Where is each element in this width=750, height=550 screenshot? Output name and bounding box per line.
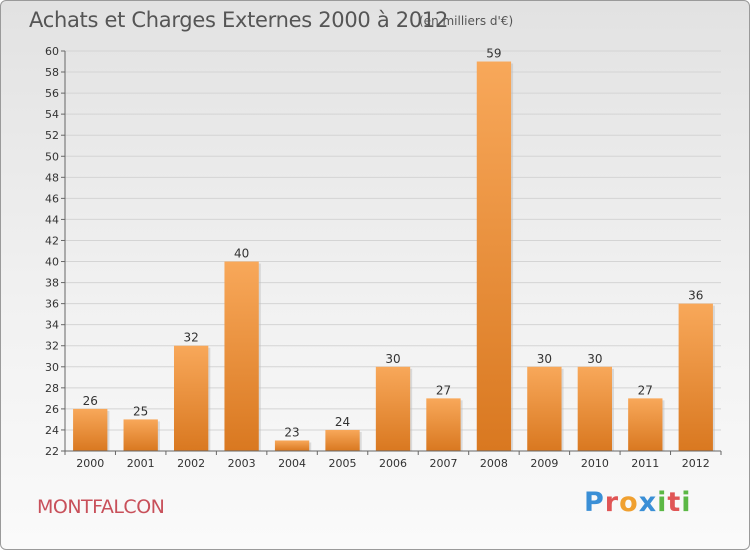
logo-letter: t <box>667 487 682 518</box>
logo-letter: P <box>584 487 605 518</box>
bar <box>325 429 360 451</box>
logo-letter: x <box>638 487 658 518</box>
y-tick-label: 32 <box>45 340 59 353</box>
bar-value-label: 23 <box>284 425 299 439</box>
bar-value-label: 24 <box>335 415 350 429</box>
bar <box>375 366 411 451</box>
x-tick-label: 2009 <box>530 457 558 470</box>
town-name: MONTFALCON <box>37 496 165 518</box>
y-tick-label: 24 <box>45 424 59 437</box>
y-tick-label: 22 <box>45 445 59 458</box>
y-tick-label: 26 <box>45 403 59 416</box>
bar-value-label: 40 <box>234 247 249 261</box>
logo-letter: i <box>657 487 668 518</box>
y-tick-label: 36 <box>45 298 59 311</box>
bar-value-label: 32 <box>184 331 199 345</box>
bar <box>426 398 461 451</box>
bar <box>173 345 209 451</box>
bar-value-label: 30 <box>587 352 602 366</box>
y-tick-label: 52 <box>45 129 59 142</box>
logo-letter: o <box>619 487 639 518</box>
bar-value-label: 27 <box>638 383 653 397</box>
y-tick-label: 60 <box>45 45 59 58</box>
y-tick-label: 44 <box>45 213 59 226</box>
bar <box>527 366 562 451</box>
y-tick-label: 42 <box>45 234 59 247</box>
x-tick-label: 2008 <box>480 457 508 470</box>
y-tick-label: 30 <box>45 361 59 374</box>
bar <box>123 419 158 451</box>
y-tick-label: 38 <box>45 277 59 290</box>
bar <box>274 440 310 451</box>
x-tick-label: 2005 <box>329 457 357 470</box>
y-tick-label: 48 <box>45 171 59 184</box>
chart-title: Achats et Charges Externes 2000 à 2012 <box>29 8 449 32</box>
bar <box>678 303 713 451</box>
bar-value-label: 59 <box>486 47 501 61</box>
y-tick-label: 40 <box>45 256 59 269</box>
x-tick-label: 2001 <box>127 457 155 470</box>
bar-value-label: 27 <box>436 383 451 397</box>
x-tick-label: 2000 <box>76 457 104 470</box>
bar-value-label: 30 <box>385 352 400 366</box>
bar <box>224 261 259 451</box>
y-tick-label: 50 <box>45 150 59 163</box>
bar <box>476 61 512 452</box>
bar-value-label: 26 <box>83 394 98 408</box>
bar-value-label: 36 <box>688 289 703 303</box>
y-tick-label: 34 <box>45 319 59 332</box>
x-tick-label: 2011 <box>631 457 659 470</box>
x-tick-label: 2012 <box>682 457 710 470</box>
bar <box>577 366 613 451</box>
y-tick-label: 56 <box>45 87 59 100</box>
x-axis-ticks: 2000 2001 2002 2003 2004 2005 2006 2007 2008 2009… <box>64 451 722 470</box>
logo-letter: i <box>681 487 692 518</box>
x-tick-label: 2010 <box>581 457 609 470</box>
bar <box>73 408 108 451</box>
axes <box>64 51 721 452</box>
chart-subtitle: (en milliers d'€) <box>419 14 514 28</box>
logo-letter: r <box>604 487 620 518</box>
x-tick-label: 2002 <box>177 457 205 470</box>
bars <box>73 61 715 452</box>
bar-value-labels: 26 25 32 40 23 24 30 27 59 30 30 27 36 <box>83 47 704 440</box>
y-tick-label: 46 <box>45 192 59 205</box>
y-tick-label: 54 <box>45 108 59 121</box>
x-tick-label: 2003 <box>228 457 256 470</box>
bar <box>628 398 663 451</box>
x-tick-label: 2004 <box>278 457 306 470</box>
x-tick-label: 2007 <box>429 457 457 470</box>
proxiti-logo: Proxiti <box>584 487 692 518</box>
bar-value-label: 30 <box>537 352 552 366</box>
y-tick-label: 28 <box>45 382 59 395</box>
bar-value-label: 25 <box>133 404 148 418</box>
y-tick-label: 58 <box>45 66 59 79</box>
y-axis-ticks: 22 24 26 28 30 32 34 36 38 40 42 44 46 48 50 52 54 56 58 60 <box>45 45 65 458</box>
x-tick-label: 2006 <box>379 457 407 470</box>
